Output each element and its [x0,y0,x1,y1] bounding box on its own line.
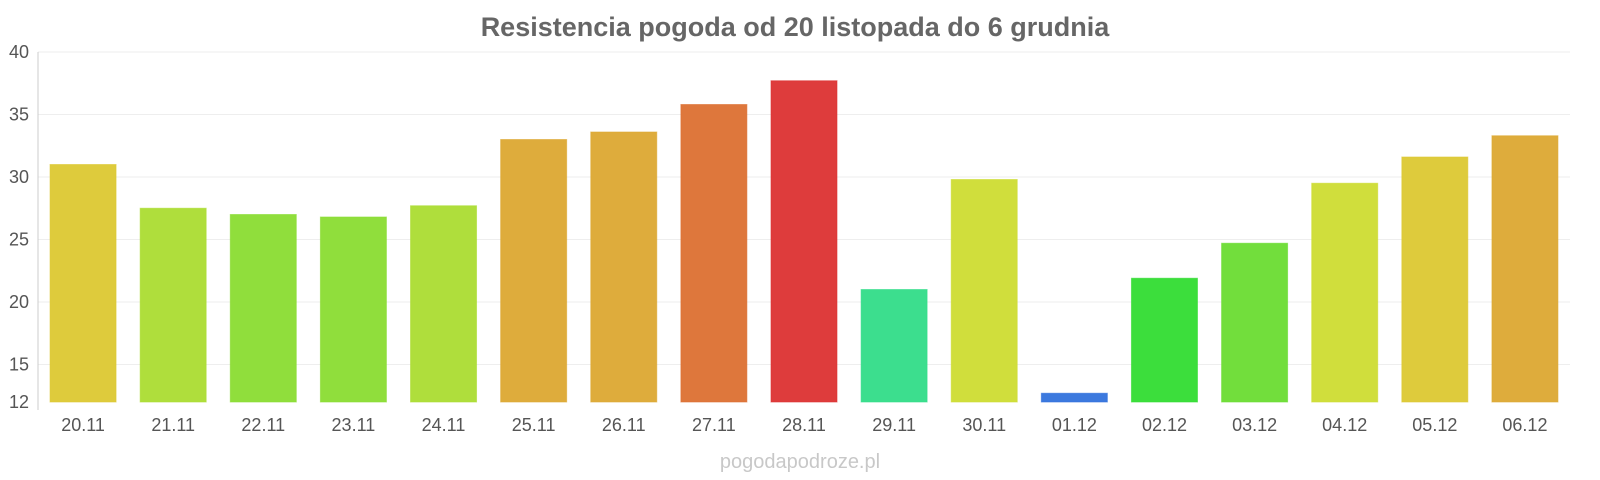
x-tick-label: 24.11 [422,415,466,435]
bar [770,80,838,403]
bar [229,214,297,403]
y-tick-label: 25 [9,230,29,250]
y-tick-label: 30 [9,167,29,187]
y-tick-label: 20 [9,292,29,312]
bar [1130,277,1198,403]
x-axis-labels: 20.11 21.11 22.11 23.11 24.11 25.11 26.11 27.11… [61,415,1547,435]
x-tick-label: 05.12 [1412,415,1457,435]
x-tick-label: 01.12 [1052,415,1097,435]
x-tick-label: 22.11 [241,415,285,435]
x-tick-label: 21.11 [151,415,195,435]
bar [410,205,478,403]
x-tick-label: 28.11 [782,415,826,435]
bar [1040,392,1108,403]
y-tick-label: 35 [9,105,29,125]
x-tick-label: 23.11 [332,415,376,435]
y-axis-ticks: 12 15 20 25 30 35 40 [9,42,29,412]
bar [950,179,1018,403]
bar [1401,156,1469,403]
x-tick-label: 25.11 [512,415,556,435]
x-tick-label: 27.11 [692,415,736,435]
x-tick-label: 26.11 [602,415,646,435]
bar [1311,182,1379,403]
bar [680,104,748,403]
x-tick-label: 02.12 [1142,415,1187,435]
x-tick-label: 06.12 [1502,415,1547,435]
y-tick-label: 40 [9,42,29,62]
bar [860,289,928,403]
bar [590,131,658,403]
chart-title: Resistencia pogoda od 20 listopada do 6 … [481,12,1111,42]
x-tick-label: 04.12 [1322,415,1367,435]
x-tick-label: 30.11 [962,415,1006,435]
x-tick-label: 29.11 [872,415,916,435]
y-tick-label: 15 [9,355,29,375]
bar [319,216,387,403]
x-tick-label: 03.12 [1232,415,1277,435]
x-tick-label: 20.11 [61,415,105,435]
bar [49,164,117,403]
bar [1491,135,1559,403]
bar [139,207,207,403]
y-tick-label: 12 [9,392,29,412]
bar [1221,242,1289,403]
bar [500,139,568,403]
watermark: pogodapodroze.pl [720,451,880,473]
bars [49,80,1559,403]
